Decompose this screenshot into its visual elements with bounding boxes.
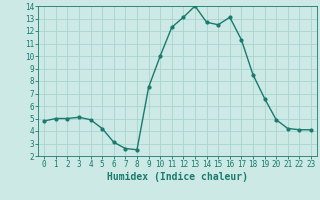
- X-axis label: Humidex (Indice chaleur): Humidex (Indice chaleur): [107, 172, 248, 182]
